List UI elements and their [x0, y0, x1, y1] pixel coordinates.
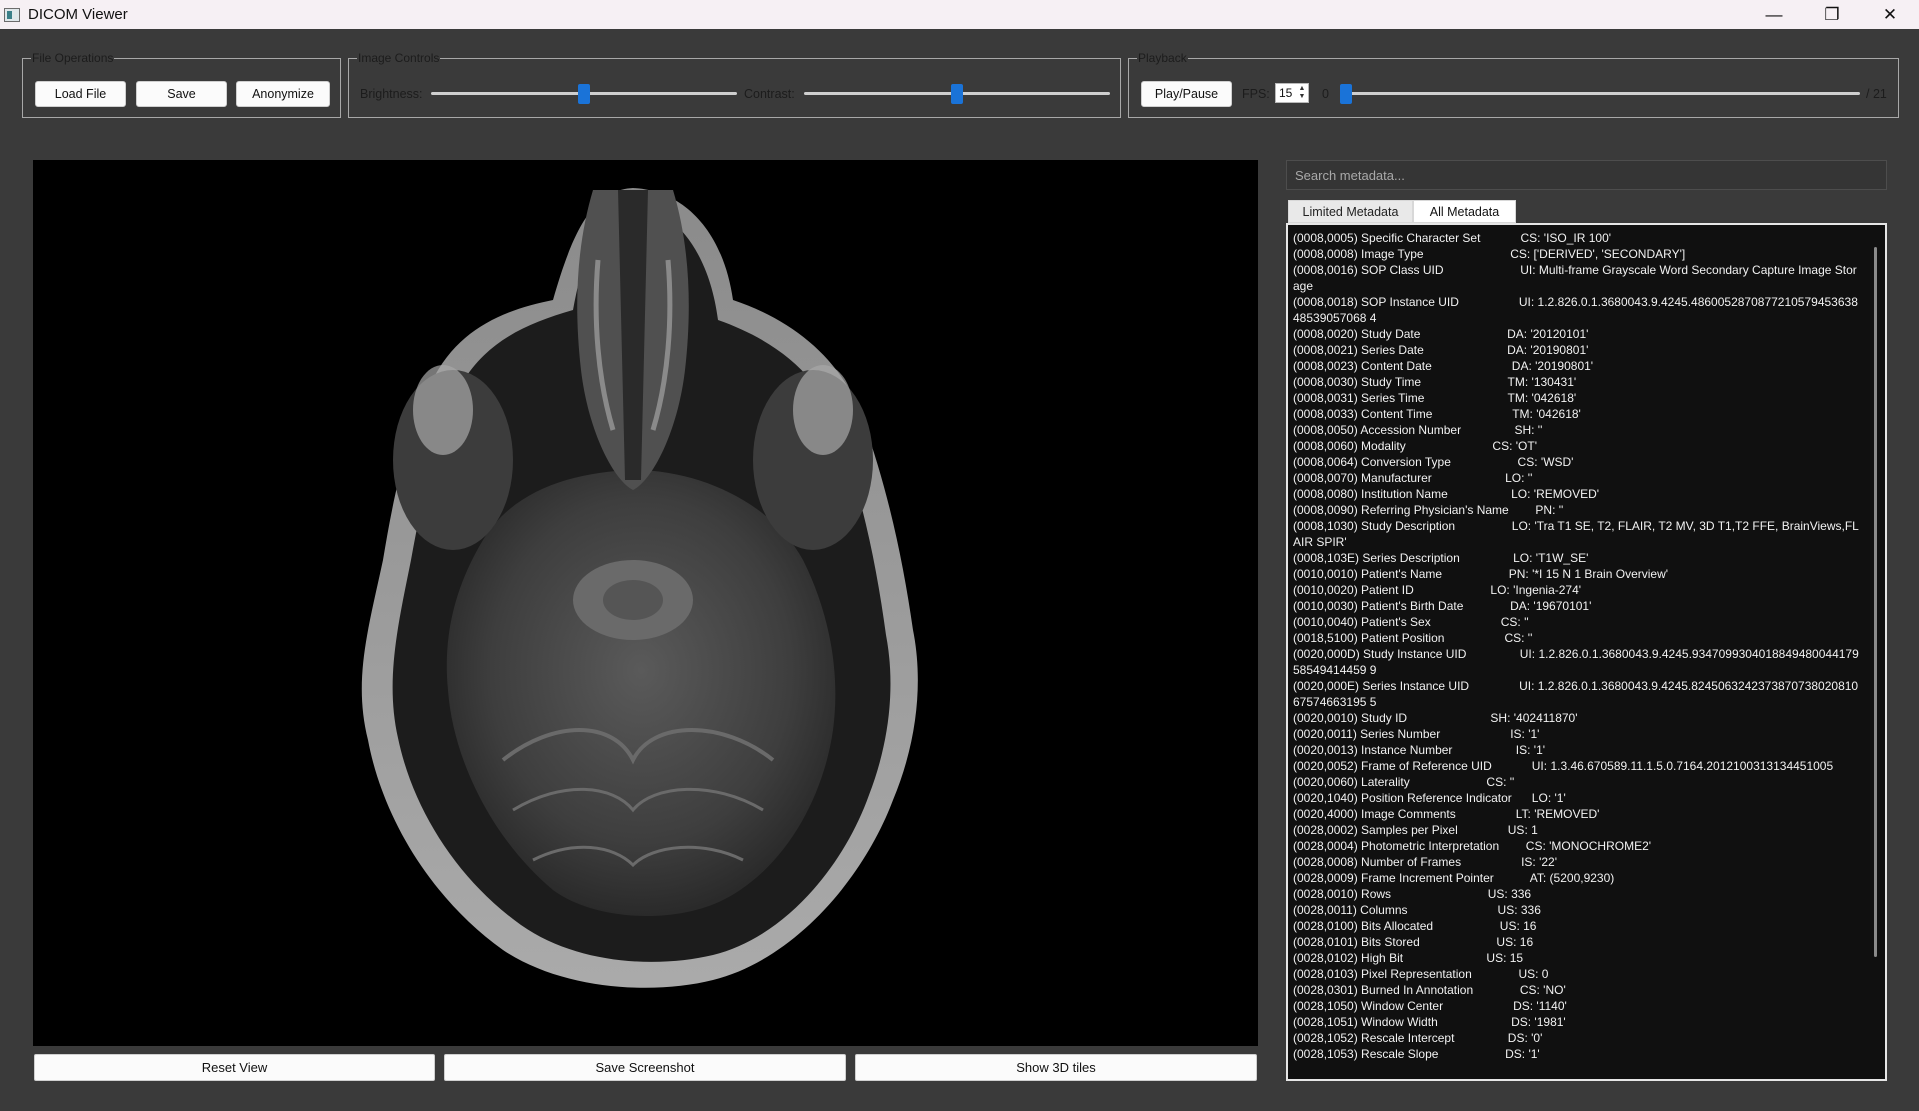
metadata-text: (0008,0005) Specific Character Set CS: '… — [1293, 231, 1859, 1061]
minimize-icon[interactable]: — — [1765, 4, 1783, 24]
playback-title: Playback — [1137, 50, 1188, 66]
save-button[interactable]: Save — [136, 81, 227, 107]
title-bar: DICOM Viewer — ❐ ✕ — [0, 0, 1919, 29]
spin-up-icon[interactable]: ▲ — [1298, 85, 1306, 92]
frame-current-label: 0 — [1322, 87, 1329, 101]
metadata-scrollbar-thumb[interactable] — [1874, 247, 1877, 957]
load-file-button[interactable]: Load File — [35, 81, 126, 107]
close-icon[interactable]: ✕ — [1882, 4, 1898, 24]
spin-down-icon[interactable]: ▼ — [1298, 93, 1306, 100]
maximize-icon[interactable]: ❐ — [1824, 4, 1840, 24]
playback-group: Playback Play/Pause FPS: 15 ▲ ▼ 0 / 21 — [1128, 50, 1899, 118]
save-screenshot-button[interactable]: Save Screenshot — [444, 1054, 846, 1081]
tab-limited-metadata[interactable]: Limited Metadata — [1288, 200, 1413, 223]
brightness-slider[interactable] — [431, 84, 737, 104]
contrast-slider-handle[interactable] — [951, 84, 963, 104]
play-pause-button[interactable]: Play/Pause — [1141, 81, 1232, 107]
app-icon — [4, 7, 20, 22]
file-operations-title: File Operations — [31, 50, 115, 66]
show-3d-tiles-button[interactable]: Show 3D tiles — [855, 1054, 1257, 1081]
metadata-search-input[interactable]: Search metadata... — [1286, 160, 1887, 190]
frame-slider-handle[interactable] — [1340, 84, 1352, 104]
dicom-image-viewer[interactable] — [33, 160, 1258, 1046]
fps-value: 15 — [1279, 86, 1293, 100]
metadata-panel: (0008,0005) Specific Character Set CS: '… — [1286, 223, 1887, 1081]
reset-view-button[interactable]: Reset View — [34, 1054, 435, 1081]
fps-spin-arrows[interactable]: ▲ ▼ — [1297, 85, 1307, 101]
window-title: DICOM Viewer — [28, 6, 128, 23]
contrast-label: Contrast: — [744, 87, 795, 101]
file-operations-group: File Operations Load File Save Anonymize — [22, 50, 341, 118]
tab-all-metadata[interactable]: All Metadata — [1413, 200, 1516, 223]
brightness-label: Brightness: — [360, 87, 423, 101]
frame-slider[interactable] — [1340, 84, 1860, 104]
window-controls: — ❐ ✕ — [1745, 0, 1919, 29]
brightness-slider-handle[interactable] — [578, 84, 590, 104]
image-controls-group: Image Controls Brightness: Contrast: — [348, 50, 1121, 118]
metadata-scrollbar[interactable] — [1870, 227, 1883, 1077]
image-controls-title: Image Controls — [357, 50, 441, 66]
mri-axial-slice-image — [33, 160, 1258, 1046]
fps-label: FPS: — [1242, 87, 1270, 101]
contrast-slider[interactable] — [804, 84, 1110, 104]
anonymize-button[interactable]: Anonymize — [236, 81, 330, 107]
frame-total-label: / 21 — [1866, 87, 1887, 101]
frame-slider-track — [1340, 92, 1860, 95]
fps-spinbox[interactable]: 15 ▲ ▼ — [1275, 83, 1309, 103]
